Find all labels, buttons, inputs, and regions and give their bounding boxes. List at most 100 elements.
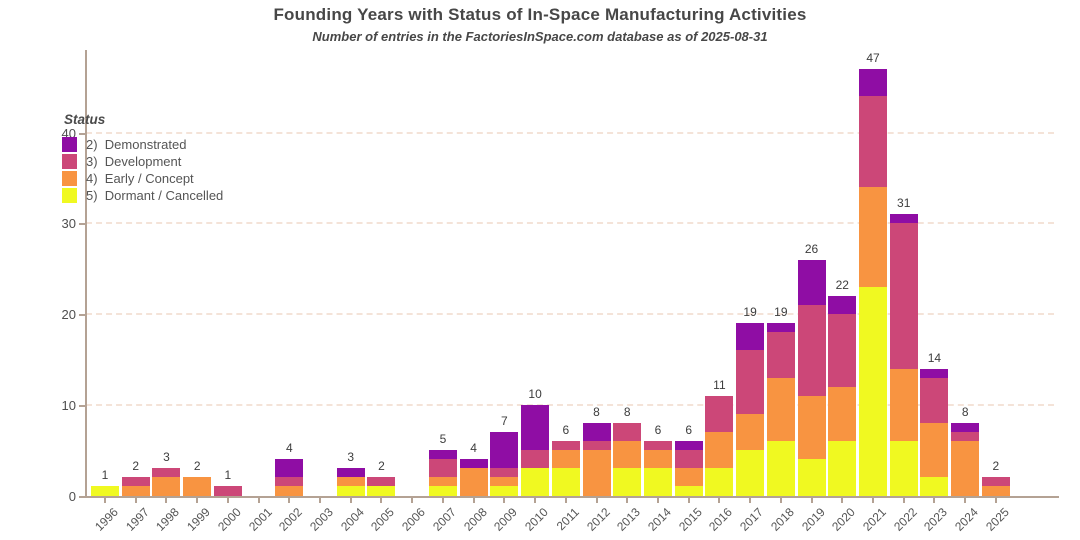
bar-2002-segment-3 bbox=[275, 477, 304, 487]
bar-value-label-2020: 22 bbox=[835, 277, 849, 292]
bar-2020-segment-2 bbox=[828, 295, 857, 315]
bar-2018-segment-3 bbox=[766, 332, 795, 378]
bar-value-label-2013: 8 bbox=[623, 404, 631, 419]
chart-title: Founding Years with Status of In-Space M… bbox=[273, 5, 807, 24]
bar-2007-segment-3 bbox=[428, 459, 457, 478]
x-tick-2009 bbox=[503, 497, 506, 503]
legend-swatch-icon bbox=[62, 137, 77, 152]
legend-swatch-icon bbox=[62, 171, 77, 186]
bar-value-label-2022: 31 bbox=[897, 196, 911, 211]
bar-2011-segment-3 bbox=[551, 441, 580, 451]
bar-2019-segment-5 bbox=[797, 459, 826, 496]
bar-2020-segment-5 bbox=[828, 441, 857, 496]
x-tick-2007 bbox=[441, 497, 444, 503]
bar-2005-segment-5 bbox=[367, 486, 396, 496]
bar-value-label-2009: 7 bbox=[501, 414, 508, 428]
bar-2009-segment-4 bbox=[490, 477, 519, 487]
bar-value-label-1996: 1 bbox=[101, 468, 109, 483]
bar-2016-segment-5 bbox=[705, 468, 734, 496]
bar-2016-segment-4 bbox=[705, 432, 734, 469]
x-tick-2019 bbox=[810, 497, 813, 503]
x-tick-2015 bbox=[687, 497, 690, 503]
bar-2021-segment-3 bbox=[859, 96, 887, 188]
bar-2023-segment-4 bbox=[920, 422, 949, 478]
bar-2013-segment-3 bbox=[613, 422, 642, 442]
y-tick-30 bbox=[79, 223, 85, 226]
x-tick-2014 bbox=[656, 497, 659, 503]
x-tick-2005 bbox=[380, 497, 383, 503]
bar-2011-segment-5 bbox=[551, 468, 580, 496]
bar-value-label-2007: 5 bbox=[439, 432, 447, 447]
y-tick-40 bbox=[79, 132, 85, 135]
gridline-y30 bbox=[86, 222, 1054, 225]
bar-value-label-1999: 2 bbox=[193, 459, 201, 474]
bar-2018-segment-5 bbox=[766, 441, 795, 496]
bar-value-label-2024: 8 bbox=[961, 404, 969, 419]
x-tick-1999 bbox=[196, 497, 199, 503]
bar-value-label-2008: 4 bbox=[470, 441, 477, 456]
x-tick-2013 bbox=[626, 497, 629, 503]
bar-value-label-2021: 47 bbox=[866, 51, 880, 66]
x-tick-2010 bbox=[534, 497, 537, 503]
legend-item-4: 4) Early / Concept bbox=[62, 170, 223, 187]
x-tick-2021 bbox=[872, 497, 874, 503]
bar-value-label-2004: 3 bbox=[347, 450, 355, 465]
bar-2004-segment-2 bbox=[336, 468, 365, 478]
y-tick-0 bbox=[79, 495, 85, 498]
bar-2004-segment-5 bbox=[336, 486, 365, 496]
legend-item-5: 5) Dormant / Cancelled bbox=[62, 187, 223, 204]
bar-value-label-2015: 6 bbox=[685, 423, 693, 438]
bar-2005-segment-3 bbox=[367, 477, 396, 487]
x-tick-2018 bbox=[779, 497, 782, 503]
bar-2023-segment-2 bbox=[920, 368, 949, 378]
x-tick-2016 bbox=[718, 497, 721, 503]
y-tick-20 bbox=[79, 314, 85, 317]
bar-2024-segment-2 bbox=[951, 422, 980, 433]
bar-2008-segment-4 bbox=[459, 468, 488, 496]
bar-value-label-2018: 19 bbox=[774, 305, 788, 320]
bar-value-label-1998: 3 bbox=[163, 450, 170, 465]
bar-value-label-2016: 11 bbox=[713, 377, 726, 392]
y-tick-label-30: 30 bbox=[61, 216, 76, 232]
gridline-y10 bbox=[86, 403, 1054, 406]
bar-2010-segment-3 bbox=[521, 450, 550, 469]
bar-2024-segment-3 bbox=[951, 432, 980, 442]
y-tick-label-40: 40 bbox=[61, 125, 76, 141]
bar-2009-segment-5 bbox=[490, 486, 519, 496]
bar-2012-segment-2 bbox=[582, 422, 611, 442]
bar-2010-segment-5 bbox=[521, 468, 550, 496]
x-tick-1997 bbox=[134, 497, 137, 503]
bar-2021-segment-2 bbox=[859, 69, 887, 97]
bar-2010-segment-2 bbox=[521, 404, 550, 451]
y-tick-label-20: 20 bbox=[61, 307, 76, 323]
bar-1997-segment-3 bbox=[121, 477, 150, 487]
x-tick-2003 bbox=[319, 497, 322, 503]
x-tick-2017 bbox=[749, 497, 752, 503]
bar-1999-segment-4 bbox=[183, 477, 212, 496]
bar-value-label-2000: 1 bbox=[224, 468, 232, 483]
legend-items: 2) Demonstrated 3) Development 4) Early / … bbox=[62, 136, 223, 204]
bar-2020-segment-3 bbox=[828, 314, 857, 387]
bar-2008-segment-2 bbox=[459, 459, 488, 469]
bar-1997-segment-4 bbox=[121, 486, 150, 496]
bar-2022-segment-5 bbox=[889, 441, 918, 496]
legend-item-label: 3) Development bbox=[86, 154, 182, 169]
legend-swatch-icon bbox=[62, 154, 77, 169]
x-tick-2002 bbox=[288, 497, 291, 503]
bar-2002-segment-4 bbox=[275, 486, 304, 496]
bar-value-label-2017: 19 bbox=[743, 305, 757, 320]
bar-2007-segment-5 bbox=[428, 486, 457, 496]
bar-2019-segment-2 bbox=[797, 259, 826, 306]
legend-title: Status bbox=[64, 112, 106, 127]
bar-2017-segment-2 bbox=[736, 323, 765, 351]
bar-value-label-2012: 8 bbox=[593, 404, 600, 419]
legend-item-2: 2) Demonstrated bbox=[62, 136, 223, 153]
bar-2021-segment-4 bbox=[859, 187, 887, 287]
y-tick-label-0: 0 bbox=[68, 488, 76, 504]
legend: Status 2) Demonstrated 3) Development 4) E… bbox=[62, 112, 223, 204]
x-tick-1998 bbox=[165, 497, 168, 503]
bar-2017-segment-5 bbox=[736, 450, 765, 496]
bar-2017-segment-4 bbox=[736, 413, 765, 451]
legend-item-label: 2) Demonstrated bbox=[86, 137, 187, 152]
